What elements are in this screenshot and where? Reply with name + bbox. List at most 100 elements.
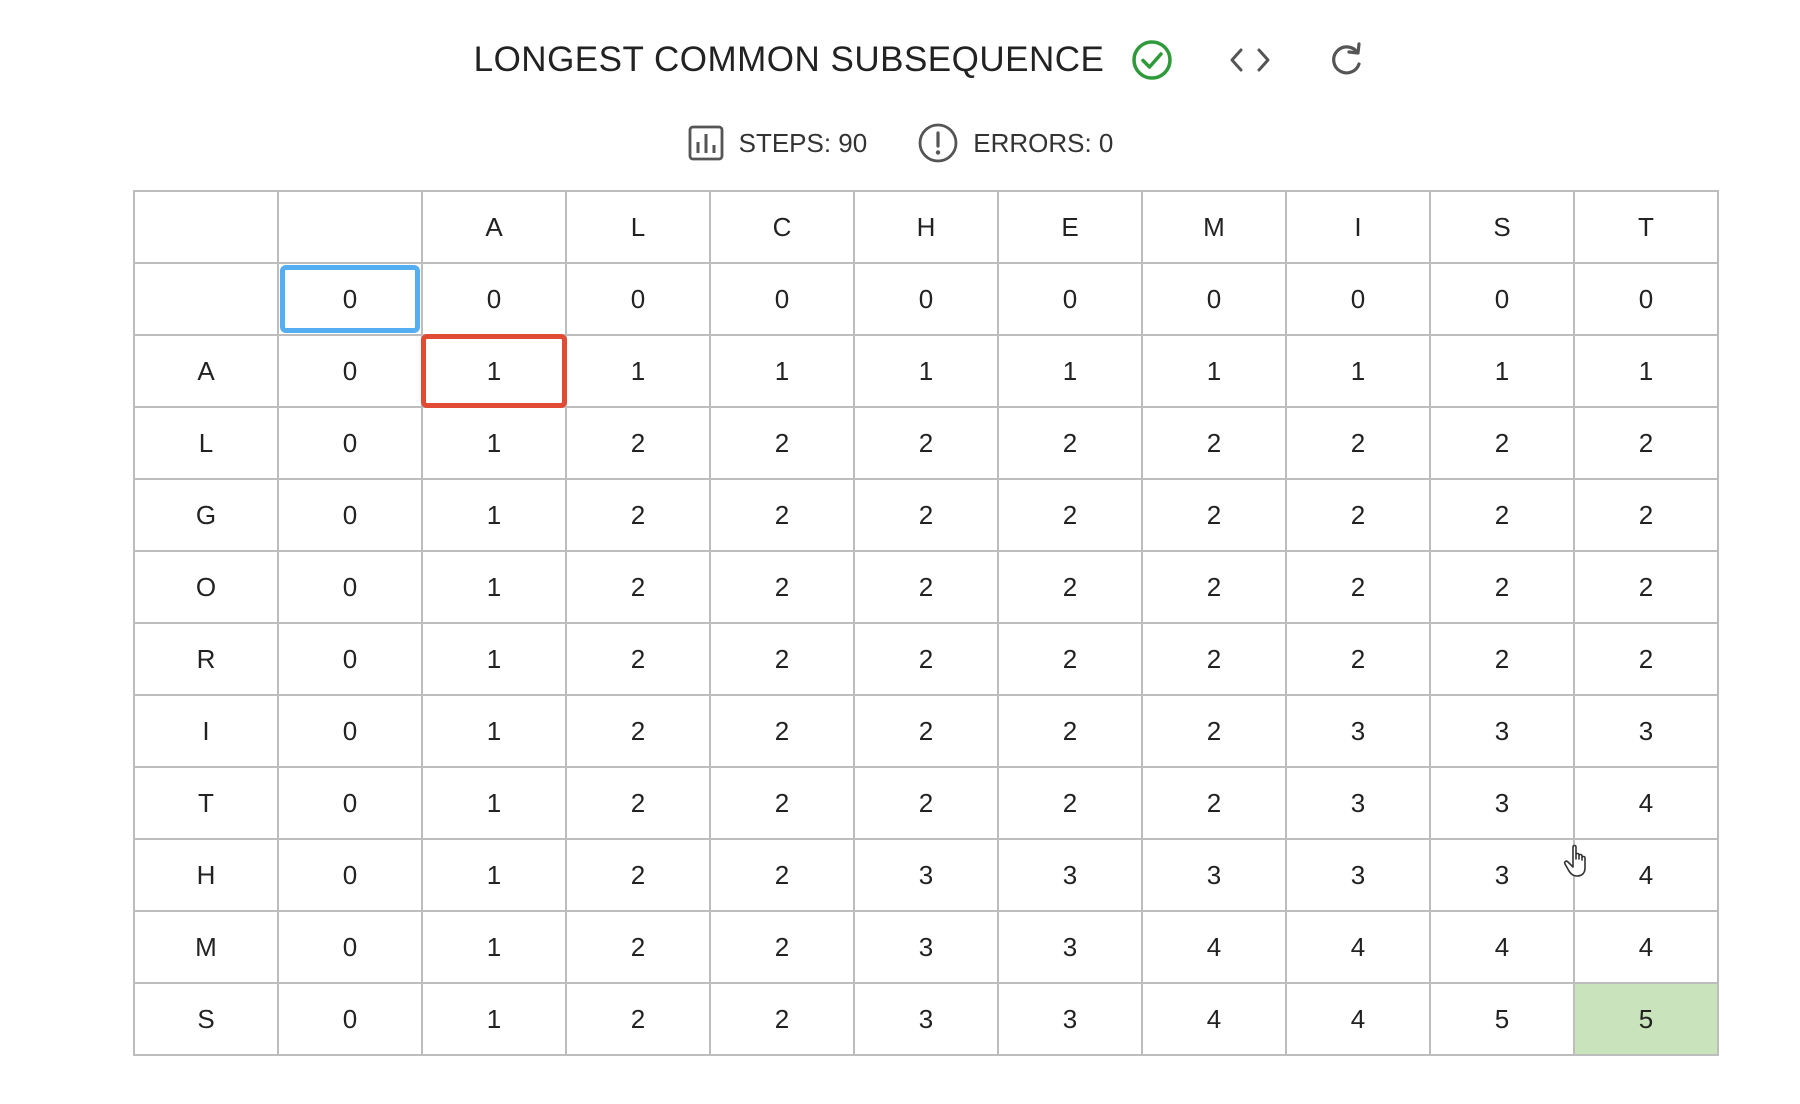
dp-cell[interactable]: 2 (1141, 766, 1287, 840)
dp-cell[interactable]: 2 (853, 622, 999, 696)
dp-cell[interactable]: 2 (565, 406, 711, 480)
dp-cell[interactable]: 1 (1429, 334, 1575, 408)
dp-cell[interactable]: 3 (997, 982, 1143, 1056)
dp-cell[interactable]: 2 (997, 622, 1143, 696)
dp-cell[interactable]: 1 (709, 334, 855, 408)
dp-cell[interactable]: 4 (1285, 910, 1431, 984)
dp-cell[interactable]: 2 (1285, 478, 1431, 552)
dp-cell[interactable]: 0 (997, 262, 1143, 336)
dp-cell[interactable]: 0 (277, 694, 423, 768)
dp-cell[interactable]: 3 (1429, 838, 1575, 912)
dp-cell[interactable]: 2 (853, 478, 999, 552)
dp-cell[interactable]: 2 (1573, 550, 1719, 624)
dp-cell[interactable]: 2 (709, 550, 855, 624)
dp-cell[interactable]: 2 (709, 766, 855, 840)
dp-cell[interactable]: 3 (1285, 694, 1431, 768)
dp-cell[interactable]: 2 (709, 838, 855, 912)
dp-cell[interactable]: 1 (421, 766, 567, 840)
dp-cell[interactable]: 1 (853, 334, 999, 408)
dp-cell[interactable]: 2 (709, 478, 855, 552)
dp-cell[interactable]: 0 (277, 838, 423, 912)
dp-cell[interactable]: 2 (997, 694, 1143, 768)
dp-cell[interactable]: 1 (565, 334, 711, 408)
dp-cell[interactable]: 3 (853, 838, 999, 912)
dp-cell[interactable]: 2 (1429, 406, 1575, 480)
dp-cell[interactable]: 3 (1141, 838, 1287, 912)
dp-cell[interactable]: 1 (421, 550, 567, 624)
dp-cell[interactable]: 2 (1285, 622, 1431, 696)
dp-cell[interactable]: 2 (565, 478, 711, 552)
dp-cell[interactable]: 2 (565, 910, 711, 984)
dp-cell[interactable]: 3 (853, 982, 999, 1056)
dp-cell[interactable]: 4 (1429, 910, 1575, 984)
dp-cell[interactable]: 3 (997, 838, 1143, 912)
dp-cell[interactable]: 3 (997, 910, 1143, 984)
dp-cell[interactable]: 2 (1573, 406, 1719, 480)
dp-cell[interactable]: 1 (421, 406, 567, 480)
dp-cell[interactable]: 1 (421, 694, 567, 768)
dp-cell[interactable]: 2 (1141, 550, 1287, 624)
dp-cell[interactable]: 3 (1429, 766, 1575, 840)
dp-cell[interactable]: 2 (1285, 406, 1431, 480)
dp-cell[interactable]: 2 (1573, 478, 1719, 552)
dp-cell[interactable]: 3 (1429, 694, 1575, 768)
dp-cell[interactable]: 2 (709, 982, 855, 1056)
check-circle-icon[interactable] (1128, 36, 1176, 84)
dp-cell[interactable]: 2 (1573, 622, 1719, 696)
dp-cell[interactable]: 0 (277, 550, 423, 624)
dp-cell[interactable]: 4 (1573, 838, 1719, 912)
dp-cell[interactable]: 0 (277, 334, 423, 408)
dp-cell[interactable]: 2 (1141, 478, 1287, 552)
dp-cell[interactable]: 4 (1573, 766, 1719, 840)
dp-cell[interactable]: 2 (1285, 550, 1431, 624)
dp-cell[interactable]: 2 (1429, 622, 1575, 696)
dp-cell[interactable]: 2 (853, 406, 999, 480)
dp-cell[interactable]: 2 (565, 694, 711, 768)
dp-cell[interactable]: 2 (853, 766, 999, 840)
dp-cell[interactable]: 1 (421, 910, 567, 984)
dp-cell[interactable]: 2 (565, 622, 711, 696)
dp-cell[interactable]: 0 (277, 622, 423, 696)
dp-cell[interactable]: 0 (1573, 262, 1719, 336)
dp-cell[interactable]: 0 (853, 262, 999, 336)
dp-cell[interactable]: 3 (853, 910, 999, 984)
dp-cell[interactable]: 4 (1141, 982, 1287, 1056)
dp-cell-selected[interactable]: 1 (421, 334, 568, 409)
dp-cell[interactable]: 0 (421, 262, 567, 336)
dp-cell[interactable]: 2 (1429, 478, 1575, 552)
dp-cell-focused[interactable]: 0 (277, 262, 423, 336)
dp-cell[interactable]: 2 (853, 694, 999, 768)
dp-cell[interactable]: 0 (277, 982, 423, 1056)
dp-cell[interactable]: 5 (1429, 982, 1575, 1056)
dp-cell[interactable]: 0 (709, 262, 855, 336)
dp-cell[interactable]: 2 (997, 406, 1143, 480)
dp-cell[interactable]: 3 (1573, 694, 1719, 768)
dp-cell[interactable]: 1 (1573, 334, 1719, 408)
dp-cell[interactable]: 0 (1429, 262, 1575, 336)
dp-cell[interactable]: 4 (1141, 910, 1287, 984)
dp-cell[interactable]: 1 (1285, 334, 1431, 408)
dp-cell[interactable]: 2 (565, 838, 711, 912)
dp-cell-result[interactable]: 5 (1573, 982, 1719, 1056)
dp-cell[interactable]: 2 (1141, 694, 1287, 768)
dp-cell[interactable]: 2 (1429, 550, 1575, 624)
dp-cell[interactable]: 0 (277, 910, 423, 984)
dp-cell[interactable]: 2 (1141, 622, 1287, 696)
dp-cell[interactable]: 0 (277, 478, 423, 552)
dp-cell[interactable]: 1 (421, 622, 567, 696)
dp-cell[interactable]: 4 (1573, 910, 1719, 984)
dp-cell[interactable]: 2 (997, 766, 1143, 840)
dp-cell[interactable]: 0 (1285, 262, 1431, 336)
dp-cell[interactable]: 1 (421, 478, 567, 552)
refresh-icon[interactable] (1322, 36, 1370, 84)
dp-cell[interactable]: 2 (709, 694, 855, 768)
dp-cell[interactable]: 0 (277, 766, 423, 840)
dp-cell[interactable]: 0 (1141, 262, 1287, 336)
dp-cell[interactable]: 0 (277, 406, 423, 480)
dp-cell[interactable]: 1 (1141, 334, 1287, 408)
dp-cell[interactable]: 1 (421, 982, 567, 1056)
dp-cell[interactable]: 2 (853, 550, 999, 624)
dp-cell[interactable]: 2 (565, 982, 711, 1056)
dp-cell[interactable]: 1 (421, 838, 567, 912)
dp-cell[interactable]: 2 (565, 550, 711, 624)
